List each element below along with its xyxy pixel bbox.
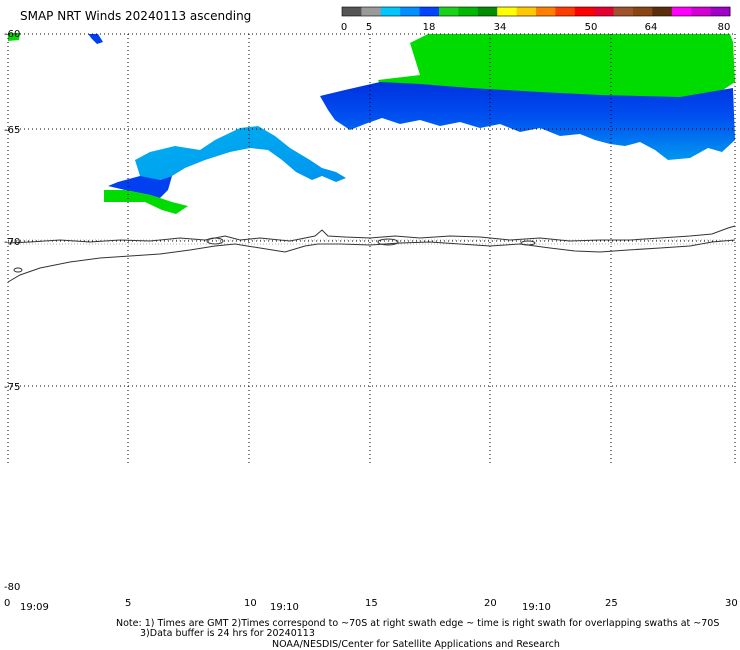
colorbar-swatch bbox=[652, 7, 673, 16]
colorbar-tick-label: 64 bbox=[645, 22, 658, 33]
swath-blue-topleft bbox=[88, 34, 103, 44]
note-line-2: 3)Data buffer is 24 hrs for 20240113 bbox=[140, 628, 315, 639]
colorbar-swatch bbox=[439, 7, 459, 16]
longitude-labels: 0 5 10 15 20 25 30 bbox=[4, 598, 738, 609]
colorbar-swatch bbox=[380, 7, 401, 16]
lon-label: 10 bbox=[244, 598, 257, 609]
colorbar-swatch bbox=[419, 7, 440, 16]
colorbar-swatch bbox=[458, 7, 479, 16]
colorbar-tick-label: 0 bbox=[341, 22, 347, 33]
colorbar-swatches bbox=[341, 6, 731, 17]
colorbar: 0 5 18 34 50 64 80 bbox=[341, 6, 731, 33]
colorbar-tick-label: 80 bbox=[718, 22, 731, 33]
colorbar-tick-label: 50 bbox=[585, 22, 598, 33]
colorbar-swatch bbox=[710, 7, 731, 16]
lon-label: 25 bbox=[605, 598, 618, 609]
swath-green-upper-right bbox=[378, 34, 735, 98]
colorbar-tick-label: 18 bbox=[423, 22, 436, 33]
colorbar-swatch bbox=[594, 7, 615, 16]
swath-green-left bbox=[104, 190, 188, 214]
swath-blue-band bbox=[320, 82, 735, 160]
colorbar-swatch bbox=[691, 7, 712, 16]
latitude-labels: -60 -65 -70 -75 -80 bbox=[4, 29, 20, 593]
colorbar-swatch bbox=[574, 7, 595, 16]
lat-label: -65 bbox=[4, 125, 20, 136]
colorbar-swatch bbox=[400, 7, 421, 16]
lon-label: 30 bbox=[725, 598, 738, 609]
map-title: SMAP NRT Winds 20240113 ascending bbox=[20, 9, 251, 23]
lat-label: -75 bbox=[4, 382, 20, 393]
swath-lightblue-left bbox=[135, 126, 346, 186]
colorbar-swatch bbox=[361, 7, 382, 16]
lon-label: 15 bbox=[365, 598, 378, 609]
colorbar-tick-label: 34 bbox=[494, 22, 507, 33]
lon-label: 5 bbox=[125, 598, 131, 609]
time-label: 19:09 bbox=[20, 602, 49, 613]
time-label: 19:10 bbox=[522, 602, 551, 613]
colorbar-swatch bbox=[671, 7, 692, 16]
colorbar-swatch bbox=[516, 7, 537, 16]
colorbar-swatch bbox=[342, 7, 362, 16]
colorbar-tick-label: 5 bbox=[366, 22, 372, 33]
colorbar-frame bbox=[341, 6, 731, 17]
colorbar-swatch bbox=[497, 7, 518, 16]
note-line-1: Note: 1) Times are GMT 2)Times correspon… bbox=[116, 618, 719, 629]
lat-label: -60 bbox=[4, 29, 20, 40]
swath-times: 19:09 19:10 19:10 bbox=[20, 602, 551, 613]
colorbar-swatch bbox=[536, 7, 556, 16]
colorbar-swatch bbox=[613, 7, 634, 16]
lon-label: 20 bbox=[484, 598, 497, 609]
note-line-3: NOAA/NESDIS/Center for Satellite Applica… bbox=[272, 639, 560, 650]
footnotes: Note: 1) Times are GMT 2)Times correspon… bbox=[116, 618, 719, 650]
lat-label: -70 bbox=[4, 237, 20, 248]
swath-green-topleft bbox=[8, 33, 20, 41]
ice-shelf-band bbox=[8, 239, 735, 245]
lat-label: -80 bbox=[4, 582, 20, 593]
swath-blue-left bbox=[108, 176, 172, 198]
time-label: 19:10 bbox=[270, 602, 299, 613]
colorbar-swatch bbox=[477, 7, 498, 16]
lon-label: 0 bbox=[4, 598, 10, 609]
colorbar-swatch bbox=[633, 7, 653, 16]
coastline bbox=[7, 225, 736, 283]
colorbar-tick-labels: 0 5 18 34 50 64 80 bbox=[341, 22, 731, 33]
colorbar-swatch bbox=[555, 7, 576, 16]
wind-swaths bbox=[8, 33, 735, 214]
